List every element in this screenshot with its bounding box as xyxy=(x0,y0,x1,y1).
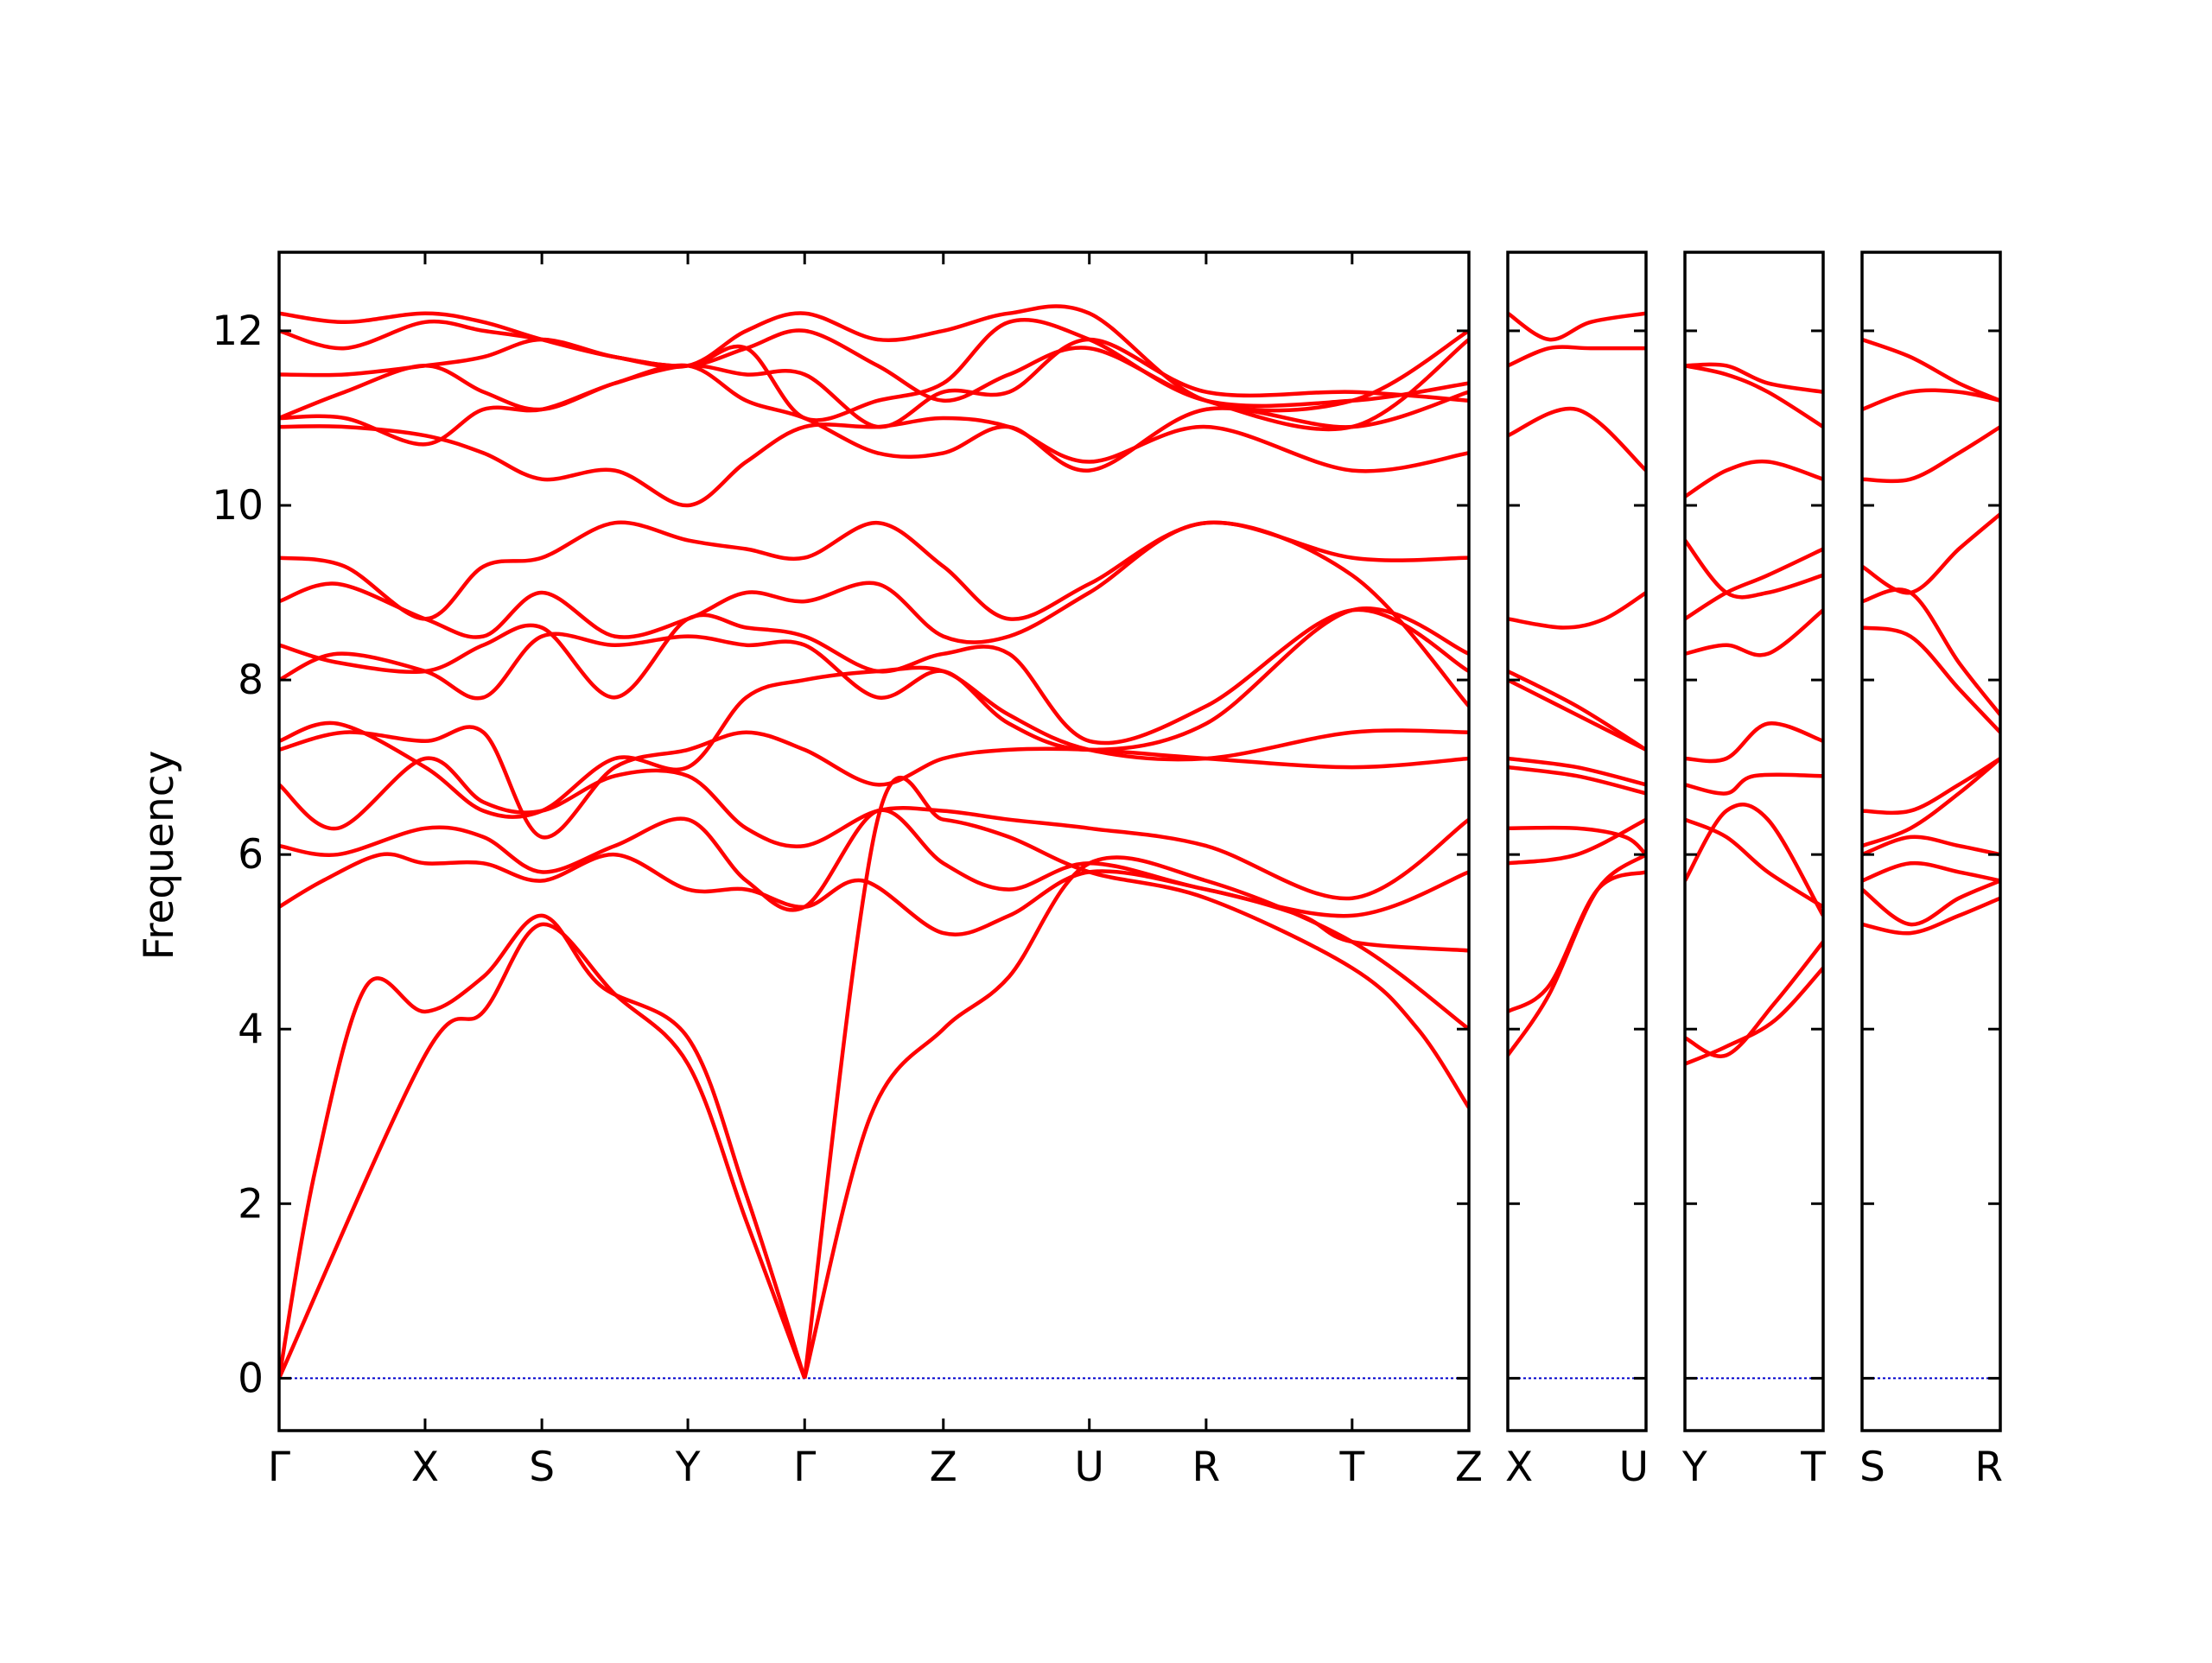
x-tick-label: U xyxy=(1619,1444,1649,1491)
phonon-band-line xyxy=(1508,311,1646,342)
phonon-band-line xyxy=(1862,625,2000,734)
x-tick-label: Y xyxy=(675,1444,701,1491)
phonon-band-line xyxy=(279,328,1469,432)
x-tick-label: U xyxy=(1075,1444,1104,1491)
phonon-band-line xyxy=(279,606,1469,752)
phonon-band-line xyxy=(279,416,1469,508)
phonon-band-line xyxy=(1862,337,2000,403)
phonon-band-line xyxy=(279,756,1469,901)
phonon-band-line xyxy=(1862,757,2000,816)
phonon-band-line xyxy=(279,520,1469,708)
phonon-band-line xyxy=(1508,756,1646,787)
x-tick-label: T xyxy=(1338,1444,1364,1491)
x-tick-label: Z xyxy=(930,1444,957,1491)
phonon-band-line xyxy=(1508,678,1646,752)
phonon-band-line xyxy=(1508,406,1646,473)
phonon-band-line xyxy=(279,665,1469,819)
phonon-band-line xyxy=(1685,940,1823,1058)
phonon-band-line xyxy=(1508,817,1646,866)
phonon-band-line xyxy=(1862,388,2000,412)
x-tick-label: S xyxy=(529,1444,555,1491)
phonon-band-line xyxy=(279,337,1469,429)
phonon-band-line xyxy=(1685,817,1823,909)
phonon-band-line xyxy=(1508,765,1646,796)
phonon-band-line xyxy=(1862,757,2000,848)
y-tick-label: 12 xyxy=(212,308,264,355)
phonon-band-line xyxy=(1508,345,1646,368)
panel-frame xyxy=(1683,251,1825,1432)
phonon-band-line xyxy=(802,776,1469,1379)
phonon-band-line xyxy=(1685,459,1823,498)
phonon-band-line xyxy=(1508,591,1646,630)
phonon-band-line xyxy=(803,855,1469,1379)
phonon-band-line xyxy=(279,913,807,1380)
panel-frame xyxy=(1860,251,2002,1432)
x-tick-label: S xyxy=(1859,1444,1885,1491)
phonon-band-line xyxy=(1685,547,1823,621)
x-tick-label: Y xyxy=(1681,1444,1707,1491)
x-tick-label: X xyxy=(1505,1444,1533,1491)
y-tick-label: 6 xyxy=(238,831,264,879)
phonon-band-line xyxy=(1862,860,2000,883)
y-tick-label: 0 xyxy=(238,1355,264,1402)
phonon-band-line xyxy=(1685,803,1823,917)
phonon-band-line xyxy=(1862,896,2000,936)
panel-frame xyxy=(1506,251,1648,1432)
phonon-band-line xyxy=(1862,425,2000,484)
y-tick-label: 8 xyxy=(238,657,264,704)
phonon-band-line xyxy=(1862,879,2000,927)
phonon-band-line xyxy=(279,363,1469,473)
x-tick-label: R xyxy=(1974,1444,2003,1491)
phonon-band-line xyxy=(1862,587,2000,716)
x-tick-label: Γ xyxy=(793,1444,816,1491)
y-tick-label: 4 xyxy=(238,1006,264,1053)
phonon-band-line xyxy=(1862,835,2000,857)
phonon-band-line xyxy=(1685,772,1823,796)
phonon-band-line xyxy=(1685,721,1823,764)
y-tick-label: 10 xyxy=(212,482,264,530)
phonon-band-line xyxy=(1862,512,2000,595)
phonon-band-line xyxy=(1508,669,1646,752)
phonon-band-line xyxy=(279,311,1469,422)
panel-frame xyxy=(277,251,1471,1432)
phonon-band-line xyxy=(279,808,1469,918)
phonon-band-line xyxy=(1685,608,1823,657)
phonon-band-line xyxy=(1685,966,1823,1066)
phonon-band-line xyxy=(1508,825,1646,856)
x-tick-label: X xyxy=(411,1444,439,1491)
x-tick-label: T xyxy=(1800,1444,1826,1491)
y-axis-label: Frequency xyxy=(136,751,183,961)
x-tick-label: Z xyxy=(1455,1444,1483,1491)
phonon-band-line xyxy=(279,607,1469,746)
phonon-band-line xyxy=(279,922,807,1380)
phonon-band-line xyxy=(1685,539,1823,600)
y-tick-label: 2 xyxy=(238,1180,264,1228)
x-tick-label: Γ xyxy=(268,1444,290,1491)
phonon-band-line xyxy=(1508,853,1646,1057)
x-tick-label: R xyxy=(1192,1444,1221,1491)
phonon-band-line xyxy=(279,520,1469,621)
phonon-band-line xyxy=(1685,364,1823,428)
phonon-band-line xyxy=(1508,870,1646,1014)
phonon-band-line xyxy=(1685,362,1823,394)
